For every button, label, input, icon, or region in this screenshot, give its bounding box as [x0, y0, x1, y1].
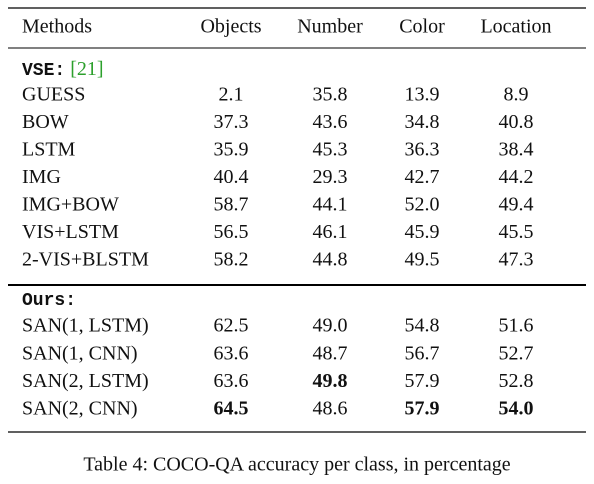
cell: 34.8: [405, 111, 440, 133]
cell: 63.6: [214, 342, 249, 364]
cell: 35.8: [313, 84, 348, 106]
cell: 44.2: [499, 166, 534, 188]
section-label: Ours:: [22, 291, 76, 311]
cell: 51.6: [499, 315, 534, 337]
method-name: SAN(1, CNN): [22, 342, 138, 364]
cell: 49.5: [405, 249, 440, 271]
cell: 2.1: [219, 84, 244, 106]
method-name: VIS+LSTM: [22, 221, 119, 243]
cell: 54.0: [499, 398, 534, 420]
cell: 46.1: [313, 221, 348, 243]
cell: 45.5: [499, 221, 534, 243]
cell: 49.0: [313, 315, 348, 337]
cell: 54.8: [405, 315, 440, 337]
cell: 57.9: [405, 370, 440, 392]
cell: 63.6: [214, 370, 249, 392]
method-name: SAN(2, CNN): [22, 398, 138, 420]
method-name: IMG: [22, 166, 61, 188]
cell: 42.7: [405, 166, 440, 188]
cell: 35.9: [214, 139, 249, 161]
cell: 52.7: [499, 342, 534, 364]
cell: 36.3: [405, 139, 440, 161]
cell: 45.3: [313, 139, 348, 161]
cell: 44.1: [313, 194, 348, 216]
cell: 44.8: [313, 249, 348, 271]
method-name: IMG+BOW: [22, 194, 119, 216]
cell: 52.0: [405, 194, 440, 216]
caption: Table 4: COCO-QA accuracy per class, in …: [83, 454, 510, 476]
cell: 47.3: [499, 249, 534, 271]
cell: 40.8: [499, 111, 534, 133]
method-name: SAN(1, LSTM): [22, 315, 149, 337]
cell: 58.7: [214, 194, 249, 216]
cell: 48.7: [313, 342, 348, 364]
method-name: 2-VIS+BLSTM: [22, 249, 149, 271]
cell: 56.7: [405, 342, 440, 364]
section-label: VSE: [21]: [22, 58, 104, 81]
cell: 58.2: [214, 249, 249, 271]
cells: Methods Objects Number Color Location GUESS 2.…: [22, 16, 552, 420]
cell: 40.4: [214, 166, 249, 188]
method-name: BOW: [22, 111, 69, 133]
method-name: GUESS: [22, 84, 85, 106]
cell: 48.6: [313, 398, 348, 420]
cell: 37.3: [214, 111, 249, 133]
group-name: VSE:: [22, 61, 65, 81]
cell: 62.5: [214, 315, 249, 337]
column-header: Color: [399, 16, 445, 38]
column-header: Number: [297, 16, 363, 38]
cell: 49.4: [499, 194, 534, 216]
column-header: Objects: [200, 16, 261, 38]
method-name: LSTM: [22, 139, 76, 161]
citation[interactable]: [21]: [70, 58, 103, 80]
cell: 43.6: [313, 111, 348, 133]
column-header: Location: [480, 16, 551, 38]
cell: 57.9: [405, 398, 440, 420]
column-header: Methods: [22, 16, 92, 38]
cell: 13.9: [405, 84, 440, 106]
cell: 52.8: [499, 370, 534, 392]
cell: 38.4: [499, 139, 534, 161]
cell: 8.9: [504, 84, 529, 106]
cell: 56.5: [214, 221, 249, 243]
cell: 64.5: [214, 398, 249, 420]
method-name: SAN(2, LSTM): [22, 370, 149, 392]
cell: 49.8: [313, 370, 348, 392]
cell: 29.3: [313, 166, 348, 188]
cell: 45.9: [405, 221, 440, 243]
